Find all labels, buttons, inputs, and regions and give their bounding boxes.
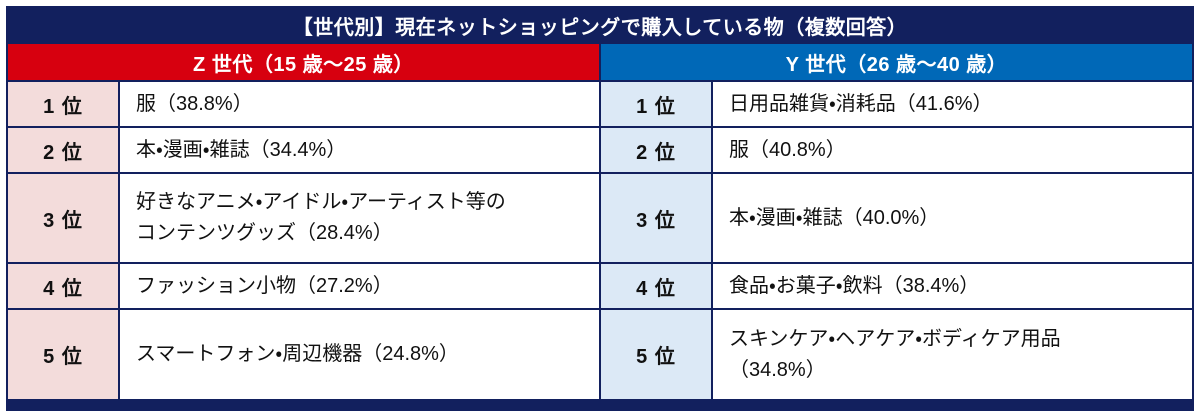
column-header-gen-z: Z 世代（15 歳～25 歳） [8,44,599,80]
geny-item-4: 食品・お菓子・飲料（38.4%） [713,264,1192,308]
geny-item-5: スキンケア・ヘアケア・ボディケア用品 （34.8%） [713,310,1192,399]
ranking-grid: Z 世代（15 歳～25 歳） Y 世代（26 歳～40 歳） 1 位 服（38… [6,44,1194,411]
geny-rank-4: 4 位 [601,264,711,308]
genz-rank-5: 5 位 [8,310,118,399]
genz-rank-4: 4 位 [8,264,118,308]
table-title: 【世代別】現在ネットショッピングで購入している物（複数回答） [292,16,908,39]
geny-rank-2: 2 位 [601,128,711,172]
genz-rank-2: 2 位 [8,128,118,172]
genz-item-3: 好きなアニメ・アイドル・アーティスト等の コンテンツグッズ（28.4%） [120,174,599,262]
genz-item-5: スマートフォン・周辺機器（24.8%） [120,310,599,399]
geny-rank-1: 1 位 [601,82,711,126]
genz-item-4: ファッション小物（27.2%） [120,264,599,308]
genz-rank-3: 3 位 [8,174,118,262]
genz-item-1: 服（38.8%） [120,82,599,126]
genz-item-2: 本・漫画・雑誌（34.4%） [120,128,599,172]
ranking-table: 【世代別】現在ネットショッピングで購入している物（複数回答） Z 世代（15 歳… [6,6,1194,411]
geny-item-1: 日用品雑貨・消耗品（41.6%） [713,82,1192,126]
geny-rank-5: 5 位 [601,310,711,399]
geny-item-3: 本・漫画・雑誌（40.0%） [713,174,1192,262]
geny-item-2: 服（40.8%） [713,128,1192,172]
genz-rank-1: 1 位 [8,82,118,126]
column-header-gen-y: Y 世代（26 歳～40 歳） [601,44,1192,80]
geny-rank-3: 3 位 [601,174,711,262]
